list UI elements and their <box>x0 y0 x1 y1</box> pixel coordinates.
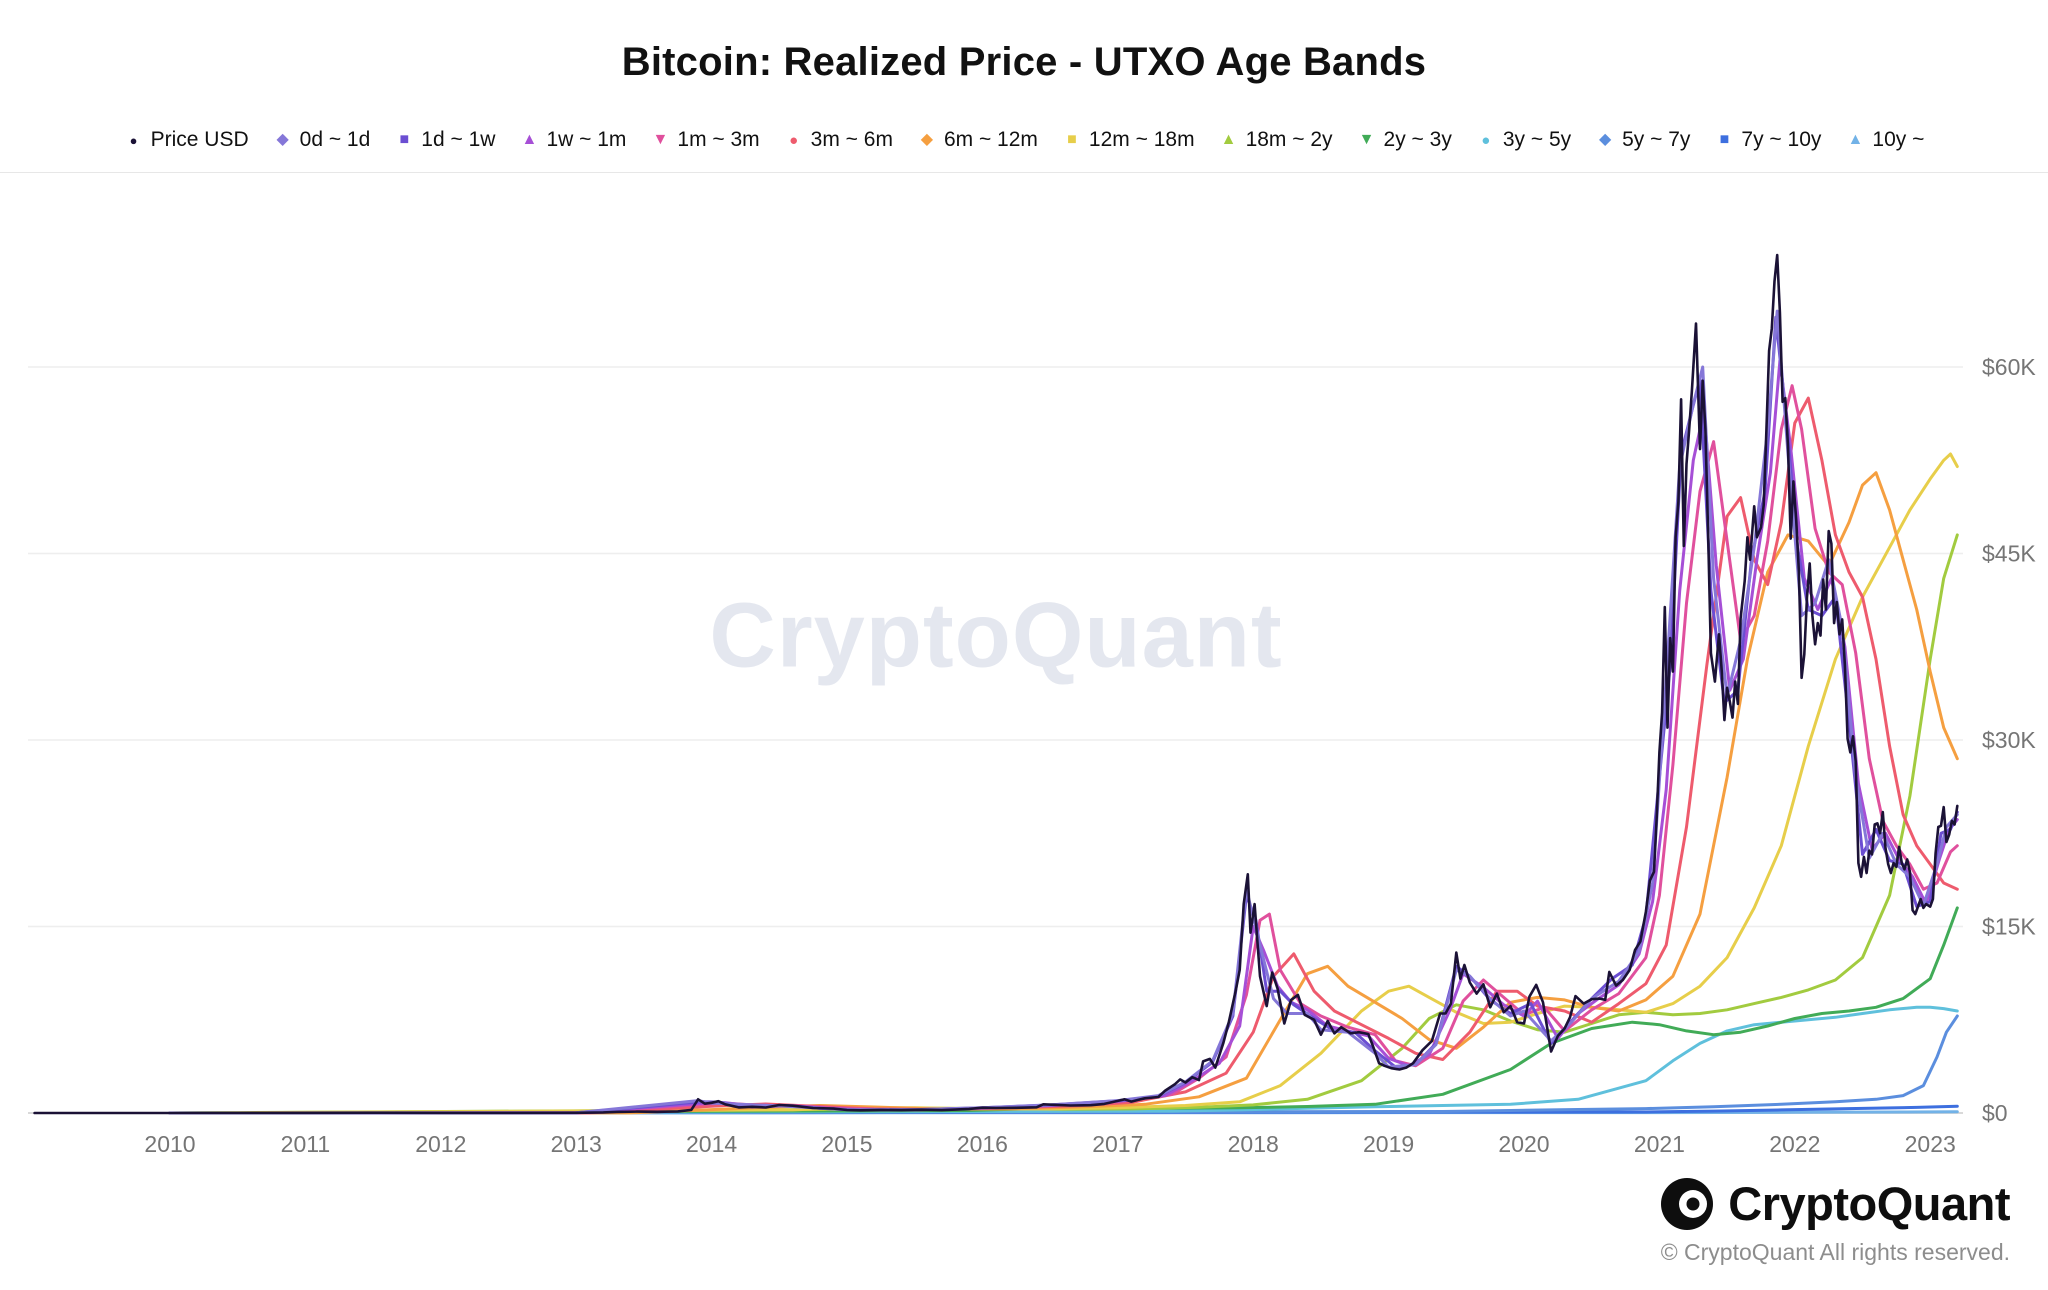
legend-item-3m-6m[interactable]: ● 3m ~ 6m <box>784 128 893 152</box>
series-line-5y-7y <box>168 1014 1959 1115</box>
brand-name: CryptoQuant <box>1728 1177 2010 1230</box>
legend-label: 6m ~ 12m <box>943 128 1038 151</box>
price-usd-marker-icon: ● <box>129 132 138 148</box>
footer: CryptoQuant © CryptoQuant All rights res… <box>1660 1176 2011 1266</box>
series-line-7y-10y <box>168 1104 1959 1115</box>
x-axis-label: 2011 <box>281 1131 330 1157</box>
x-axis-label: 2023 <box>1905 1131 1956 1157</box>
legend-label: 3y ~ 5y <box>1502 128 1572 151</box>
legend-item-12m-18m[interactable]: ■ 12m ~ 18m <box>1062 128 1195 152</box>
legend-item-1d-1w[interactable]: ■ 1d ~ 1w <box>394 128 495 152</box>
series-line-18m-2y <box>168 533 1959 1115</box>
legend-label: 5y ~ 7y <box>1622 128 1691 151</box>
0d-1d-marker-icon: ◆ <box>276 131 289 148</box>
cryptoquant-logo-icon <box>1661 1177 1714 1230</box>
2y-3y-marker-icon: ▼ <box>1358 131 1375 148</box>
series-line-1w-1m <box>168 359 1959 1115</box>
legend-item-0d-1d[interactable]: ◆ 0d ~ 1d <box>273 128 371 152</box>
legend-item-18m-2y[interactable]: ▲ 18m ~ 2y <box>1219 128 1333 152</box>
legend-label: 1m ~ 3m <box>677 128 760 151</box>
legend-label: 1w ~ 1m <box>546 128 627 151</box>
legend-item-1w-1m[interactable]: ▲ 1w ~ 1m <box>519 128 627 152</box>
6m-12m-marker-icon: ◆ <box>920 131 934 148</box>
series-line-3y-5y <box>168 1005 1959 1115</box>
watermark: CryptoQuant <box>709 584 1283 687</box>
legend-label: 18m ~ 2y <box>1245 128 1333 151</box>
x-axis-label: 2018 <box>1228 1131 1279 1157</box>
legend-divider <box>0 172 2048 173</box>
1w-1m-marker-icon: ▲ <box>521 131 538 148</box>
y-axis-label: $0 <box>1982 1100 2008 1126</box>
x-axis-label: 2021 <box>1634 1131 1685 1157</box>
y-axis-label: $45K <box>1982 541 2036 567</box>
x-axis-label: 2012 <box>415 1131 466 1157</box>
legend-label: 1d ~ 1w <box>421 128 496 151</box>
7y-10y-marker-icon: ■ <box>1719 131 1730 148</box>
x-axis-label: 2016 <box>957 1131 1008 1157</box>
10y-marker-icon: ▲ <box>1847 131 1864 148</box>
1d-1w-marker-icon: ■ <box>399 131 410 148</box>
brand-row: CryptoQuant <box>1660 1176 2010 1231</box>
legend-label: 10y ~ <box>1872 128 1925 151</box>
x-axis-label: 2022 <box>1769 1131 1820 1157</box>
legend-label: 12m ~ 18m <box>1088 128 1195 151</box>
chart-title: Bitcoin: Realized Price - UTXO Age Bands <box>621 40 1427 84</box>
x-axis-label: 2017 <box>1092 1131 1143 1157</box>
legend-label: 3m ~ 6m <box>810 128 893 151</box>
legend-item-1m-3m[interactable]: ▼ 1m ~ 3m <box>650 128 759 152</box>
legend-item-10y[interactable]: ▲ 10y ~ <box>1845 128 1924 152</box>
legend-item-7y-10y[interactable]: ■ 7y ~ 10y <box>1714 128 1822 152</box>
y-axis-label: $15K <box>1982 914 2036 940</box>
chart-legend: ● Price USD ◆ 0d ~ 1d ■ 1d ~ 1w ▲ 1w ~ 1m ▼ 1m ~ … <box>0 128 2048 152</box>
x-axis-label: 2019 <box>1363 1131 1414 1157</box>
x-axis-label: 2014 <box>686 1131 737 1157</box>
18m-2y-marker-icon: ▲ <box>1220 131 1237 148</box>
x-axis-label: 2013 <box>551 1131 602 1157</box>
legend-item-6m-12m[interactable]: ◆ 6m ~ 12m <box>917 128 1038 152</box>
y-axis-label: $30K <box>1982 727 2036 753</box>
12m-18m-marker-icon: ■ <box>1067 131 1077 148</box>
1m-3m-marker-icon: ▼ <box>652 131 669 148</box>
x-axis-label: 2020 <box>1498 1131 1549 1157</box>
x-axis-label: 2015 <box>821 1131 872 1157</box>
legend-label: 7y ~ 10y <box>1741 128 1822 151</box>
3y-5y-marker-icon: ● <box>1481 131 1491 149</box>
copyright-text: © CryptoQuant All rights reserved. <box>1660 1239 2010 1265</box>
legend-item-5y-7y[interactable]: ◆ 5y ~ 7y <box>1595 128 1690 152</box>
y-axis-label: $60K <box>1982 354 2036 380</box>
5y-7y-marker-icon: ◆ <box>1598 131 1612 148</box>
legend-item-3y-5y[interactable]: ● 3y ~ 5y <box>1476 128 1571 152</box>
legend-label: Price USD <box>150 128 249 151</box>
legend-label: 0d ~ 1d <box>299 128 371 151</box>
legend-item-2y-3y[interactable]: ▼ 2y ~ 3y <box>1357 128 1452 152</box>
x-axis-label: 2010 <box>144 1131 195 1157</box>
series-line-price-usd <box>33 253 1959 1115</box>
legend-label: 2y ~ 3y <box>1383 128 1452 151</box>
3m-6m-marker-icon: ● <box>789 131 799 149</box>
legend-item-price-usd[interactable]: ● Price USD <box>124 128 249 152</box>
